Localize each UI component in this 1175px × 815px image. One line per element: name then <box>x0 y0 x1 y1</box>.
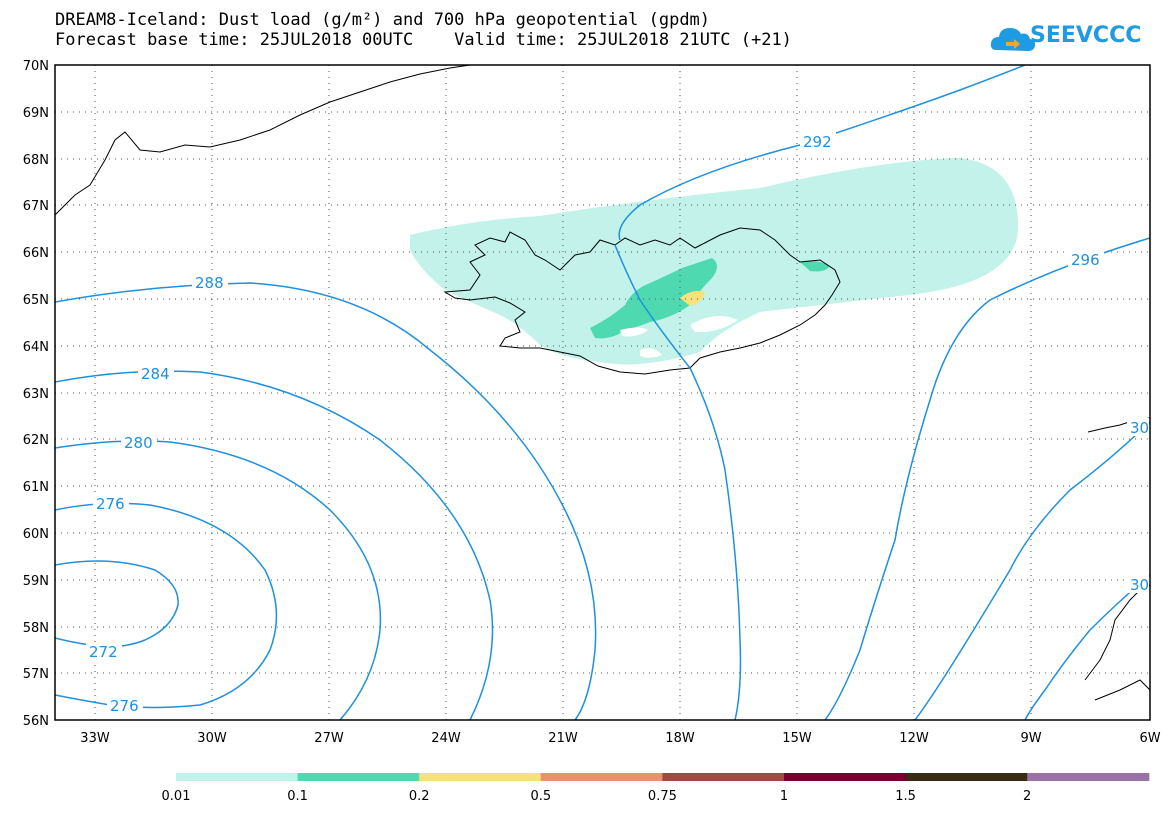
contour-label-30: 30 <box>1130 576 1149 594</box>
contour-label-280: 280 <box>124 434 153 452</box>
lat-label: 60N <box>23 527 49 542</box>
lon-label: 33W <box>80 731 110 746</box>
logo-text: SEEVCCC <box>1030 23 1142 48</box>
graticule <box>55 65 1150 720</box>
legend-swatch <box>784 773 907 781</box>
legend-label: 2 <box>1023 789 1031 804</box>
lat-label: 56N <box>23 714 49 729</box>
legend-label: 0.1 <box>287 789 308 804</box>
legend-label: 0.01 <box>162 789 191 804</box>
legend-swatch <box>540 773 663 781</box>
lat-label: 58N <box>23 621 49 636</box>
lat-label: 65N <box>23 293 49 308</box>
lon-label: 6W <box>1139 731 1160 746</box>
map-title-line1: DREAM8-Iceland: Dust load (g/m²) and 700… <box>55 10 711 30</box>
lat-label: 67N <box>23 199 49 214</box>
contour-label-276: 276 <box>96 495 125 513</box>
lon-label: 9W <box>1020 731 1041 746</box>
lat-label: 70N <box>23 59 49 74</box>
contour-label-296: 296 <box>1071 251 1100 269</box>
legend-swatch <box>176 773 299 781</box>
lat-label: 63N <box>23 387 49 402</box>
legend-label: 0.2 <box>409 789 430 804</box>
lon-label: 15W <box>782 731 812 746</box>
legend-swatch <box>662 773 785 781</box>
contour-label-288: 288 <box>195 274 224 292</box>
cloud-icon <box>990 28 1036 51</box>
legend-swatch <box>297 773 420 781</box>
lat-label: 62N <box>23 433 49 448</box>
lat-label: 61N <box>23 480 49 495</box>
lon-label: 21W <box>548 731 578 746</box>
legend-label: 1 <box>780 789 788 804</box>
legend-colorbar: 0.01 0.1 0.2 0.5 0.75 1 1.5 2 <box>162 773 1150 804</box>
legend-label: 0.75 <box>648 789 677 804</box>
coastlines <box>55 65 1150 701</box>
map-frame <box>54 64 1151 721</box>
contour-label-292: 292 <box>803 133 832 151</box>
lon-label: 18W <box>665 731 695 746</box>
longitude-labels: 33W 30W 27W 24W 21W 18W 15W 12W 9W 6W <box>80 731 1160 746</box>
contour-label-284: 284 <box>141 365 170 383</box>
lat-label: 68N <box>23 153 49 168</box>
lon-label: 12W <box>899 731 929 746</box>
lat-label: 59N <box>23 574 49 589</box>
contour-label-272: 272 <box>89 643 118 661</box>
contour-label-276: 276 <box>110 697 139 715</box>
lat-label: 66N <box>23 246 49 261</box>
map-title-line2: Forecast base time: 25JUL2018 00UTC Vali… <box>55 30 792 50</box>
lon-label: 30W <box>197 731 227 746</box>
dust-load-area <box>410 158 1019 365</box>
contour-labels: 292 288 296 284 280 276 272 276 30 30 <box>86 132 1149 715</box>
lon-label: 24W <box>431 731 461 746</box>
lon-label: 27W <box>314 731 344 746</box>
lat-label: 69N <box>23 106 49 121</box>
lat-label: 64N <box>23 340 49 355</box>
contour-label-30: 30 <box>1130 419 1149 437</box>
latitude-labels: 70N 69N 68N 67N 66N 65N 64N 63N 62N 61N … <box>23 59 49 729</box>
legend-swatch <box>905 773 1028 781</box>
legend-label: 0.5 <box>530 789 551 804</box>
legend-label: 1.5 <box>895 789 916 804</box>
lat-label: 57N <box>23 667 49 682</box>
legend-swatch <box>419 773 542 781</box>
legend-swatch <box>1027 773 1150 781</box>
